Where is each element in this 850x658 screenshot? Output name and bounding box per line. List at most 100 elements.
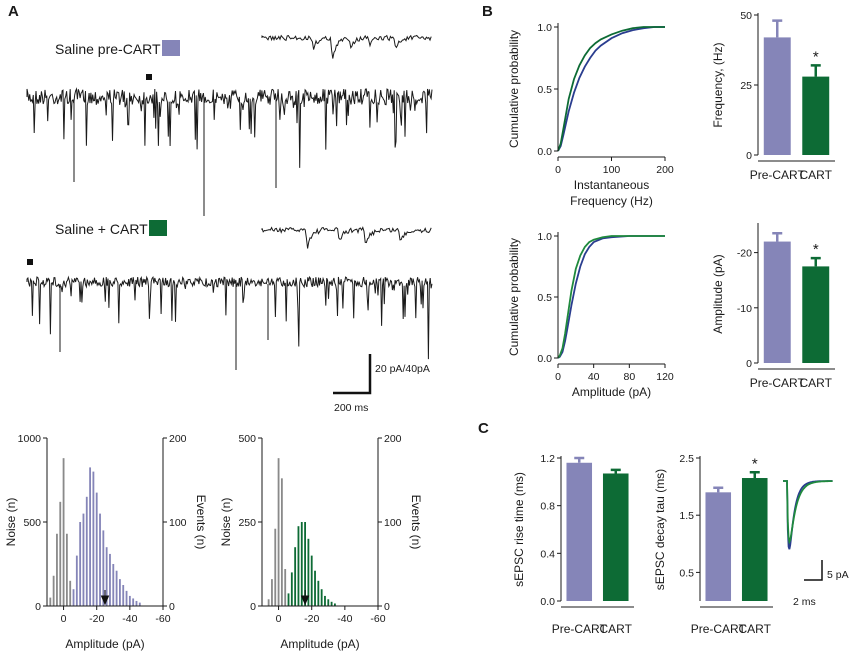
noise-bar bbox=[69, 580, 72, 606]
event-marker-pre bbox=[146, 74, 152, 80]
histogram-pre-cart: 0 500 1000 0 100 200 0 -20 -40 -60 Amplitude (pA) N… bbox=[4, 433, 208, 651]
y2-axis-label: Events (n) bbox=[194, 495, 208, 550]
trace-inset-pre bbox=[261, 34, 432, 59]
panel-letter-c: C bbox=[478, 420, 489, 437]
x-tick-label: -20 bbox=[304, 613, 319, 625]
legend-swatch-cart bbox=[149, 220, 167, 236]
noise-bar bbox=[280, 478, 283, 606]
event-bar bbox=[287, 593, 290, 606]
event-bar bbox=[135, 600, 138, 606]
y2-tick-label: 0 bbox=[384, 601, 390, 613]
bar-amplitude: Pre-CART * CART 0 -10 -20 Amplitude (pA) bbox=[711, 223, 835, 390]
cdf-line bbox=[557, 235, 665, 359]
event-bar bbox=[95, 492, 98, 606]
y2-tick-label: 200 bbox=[169, 433, 187, 445]
y-tick-label: 0 bbox=[35, 601, 41, 613]
y-tick-label: 0.4 bbox=[540, 548, 555, 560]
event-bar bbox=[307, 538, 310, 606]
y-tick-label: 1.0 bbox=[537, 231, 552, 243]
axes bbox=[557, 232, 665, 365]
error-bar bbox=[810, 256, 821, 267]
trace-scale-bar bbox=[333, 354, 372, 395]
event-bar bbox=[132, 598, 135, 606]
y-tick-label: -20 bbox=[737, 248, 752, 260]
x-tick-label: 120 bbox=[656, 371, 674, 383]
y-tick-label: 250 bbox=[238, 517, 256, 529]
significance-marker: * bbox=[813, 48, 819, 65]
y2-tick-label: 100 bbox=[169, 517, 187, 529]
histogram-cart: 0 250 500 0 100 200 0 -20 -40 -60 Amplitude (pA) No… bbox=[219, 433, 423, 651]
y-tick-label: 25 bbox=[740, 80, 752, 92]
y-axis-label: Cumulative probability bbox=[507, 238, 521, 356]
y-tick-label: 0.5 bbox=[679, 567, 694, 579]
y-tick-label: 0.8 bbox=[540, 501, 555, 513]
y-axis-label: sEPSC decay tau (ms) bbox=[653, 469, 667, 590]
y2-tick-label: 100 bbox=[384, 517, 402, 529]
event-bar bbox=[112, 564, 115, 606]
event-bar bbox=[89, 467, 91, 606]
x-tick-label: 200 bbox=[656, 164, 674, 176]
x-tick-label: 80 bbox=[623, 371, 635, 383]
event-bar bbox=[115, 570, 118, 606]
event-bar bbox=[85, 496, 88, 606]
event-bar bbox=[327, 599, 330, 606]
panel-letter-b: B bbox=[482, 3, 493, 20]
event-bar bbox=[290, 572, 293, 606]
cdf-line bbox=[557, 26, 665, 152]
cdf-line bbox=[557, 235, 665, 359]
trace-label-cart: Saline + CART bbox=[55, 221, 148, 237]
error-bar bbox=[749, 471, 760, 479]
y-tick-label: 2.5 bbox=[679, 453, 694, 465]
bar-pre-cart bbox=[705, 492, 732, 601]
y-axis-label: Frequency, (Hz) bbox=[711, 42, 725, 127]
bar-pre-cart bbox=[763, 37, 791, 155]
x-category-label: CART bbox=[600, 622, 633, 636]
y-tick-label: -10 bbox=[737, 303, 752, 315]
event-bar bbox=[330, 601, 333, 606]
arrow-marker bbox=[300, 590, 310, 606]
waveform-scale-bar bbox=[804, 560, 823, 581]
x-category-label: Pre-CART bbox=[691, 622, 747, 636]
axes bbox=[757, 13, 835, 162]
y2-axis-label: Events (n) bbox=[409, 495, 423, 550]
error-bar bbox=[610, 468, 621, 474]
event-bar bbox=[317, 580, 320, 606]
scale-label-x: 200 ms bbox=[334, 402, 368, 414]
event-bar bbox=[324, 595, 326, 606]
y2-tick-label: 200 bbox=[384, 433, 402, 445]
x-category-label: Pre-CART bbox=[750, 376, 806, 390]
x-tick-label: 0 bbox=[276, 613, 282, 625]
noise-bar bbox=[59, 501, 62, 606]
event-bar bbox=[109, 553, 111, 606]
waveform-scale-x: 2 ms bbox=[793, 596, 816, 608]
bar-cart bbox=[802, 76, 830, 155]
y-tick-label: 1.5 bbox=[679, 510, 694, 522]
x-category-label: CART bbox=[800, 168, 833, 182]
event-marker-cart bbox=[27, 259, 33, 265]
event-bar bbox=[119, 579, 121, 606]
trace-inset-cart bbox=[261, 226, 432, 249]
bar-decay-tau: Pre-CART * CART 0.5 1.5 2.5 sEPSC decay tau (m… bbox=[653, 453, 773, 636]
x-tick-label: -40 bbox=[337, 613, 352, 625]
event-bar bbox=[92, 471, 95, 606]
axes bbox=[699, 456, 773, 608]
x-tick-label: 40 bbox=[588, 371, 600, 383]
event-bar bbox=[105, 547, 108, 606]
y-tick-label: 50 bbox=[740, 10, 752, 22]
x-category-label: CART bbox=[800, 376, 833, 390]
error-bar bbox=[772, 19, 783, 38]
noise-bar bbox=[52, 575, 55, 606]
noise-bar bbox=[49, 597, 52, 606]
trace-pre bbox=[26, 87, 433, 216]
waveform-scale-y: 5 pA bbox=[827, 569, 849, 581]
x-axis-label: Instantaneous bbox=[574, 178, 649, 192]
error-bar bbox=[574, 456, 585, 463]
x-axis-label: Amplitude (pA) bbox=[280, 637, 359, 651]
noise-bar bbox=[62, 458, 65, 606]
y-tick-label: 0.0 bbox=[540, 596, 555, 608]
event-bar bbox=[294, 547, 297, 606]
y-tick-label: 1.0 bbox=[537, 22, 552, 34]
noise-bar bbox=[274, 528, 277, 606]
event-bar bbox=[79, 522, 82, 606]
